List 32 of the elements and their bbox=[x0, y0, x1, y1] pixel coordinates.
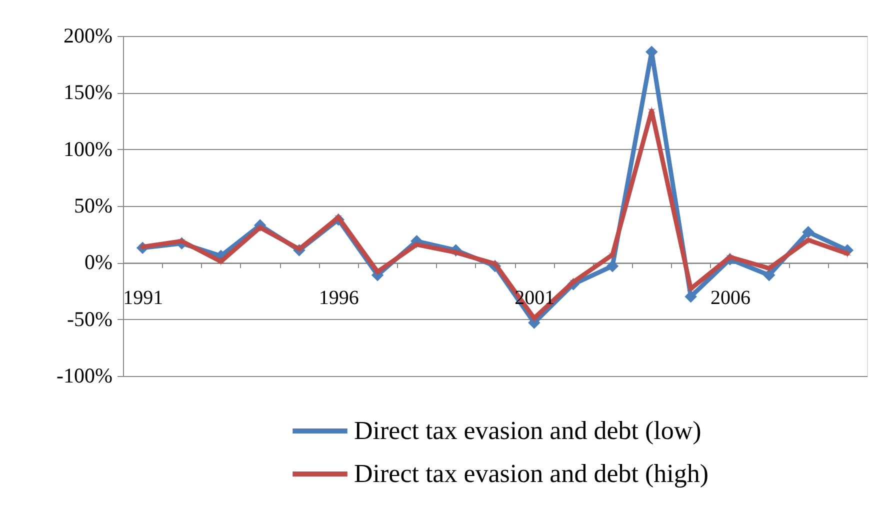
point bbox=[569, 277, 578, 287]
y-tick-label: 100% bbox=[64, 136, 112, 161]
point bbox=[256, 222, 264, 232]
point bbox=[138, 242, 147, 252]
x-tick-label: 1996 bbox=[318, 287, 359, 310]
point bbox=[178, 236, 186, 246]
y-tick-label: 150% bbox=[64, 80, 112, 104]
point bbox=[373, 266, 382, 276]
point bbox=[802, 226, 814, 238]
point bbox=[334, 212, 342, 222]
y-tick-label: 50% bbox=[74, 194, 112, 218]
legend-label: Direct tax evasion and debt (high) bbox=[354, 459, 708, 488]
x-tick-label: 2006 bbox=[710, 287, 750, 310]
y-tick-label: 200% bbox=[64, 24, 112, 48]
point bbox=[762, 269, 776, 282]
point bbox=[216, 256, 226, 266]
point bbox=[490, 259, 500, 269]
point bbox=[804, 235, 812, 245]
point bbox=[606, 260, 619, 272]
point bbox=[764, 264, 774, 274]
point bbox=[726, 252, 734, 262]
x-tick-label: 1991 bbox=[123, 287, 164, 310]
point bbox=[295, 244, 304, 254]
point bbox=[412, 240, 421, 250]
legend-label: Direct tax evasion and debt (low) bbox=[354, 416, 702, 445]
point bbox=[530, 313, 538, 323]
y-tick-label: -100% bbox=[56, 364, 112, 388]
y-tick-label: -50% bbox=[67, 306, 112, 331]
point bbox=[452, 248, 460, 258]
point bbox=[843, 248, 852, 258]
y-tick-label: 0% bbox=[84, 250, 112, 274]
point bbox=[684, 290, 697, 303]
